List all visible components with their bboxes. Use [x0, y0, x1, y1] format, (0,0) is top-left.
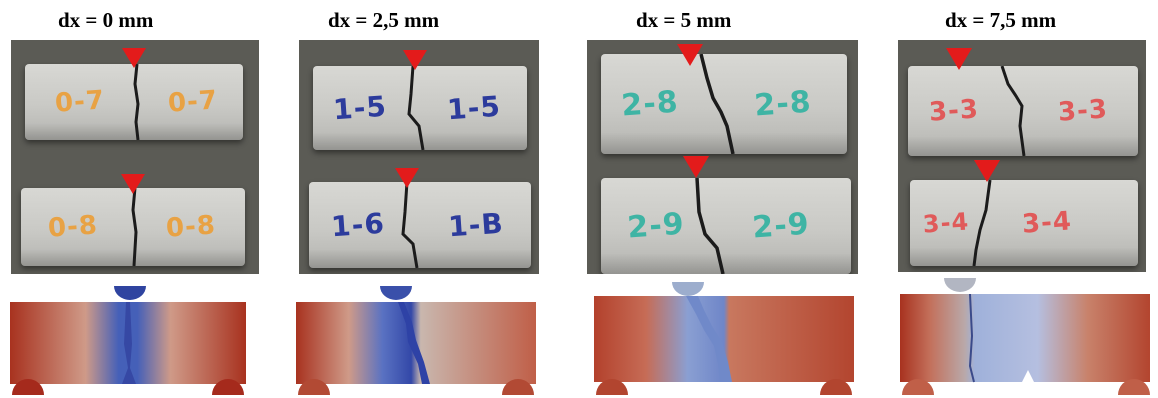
loader-icon: [114, 286, 146, 300]
support-icon: [596, 379, 628, 395]
load-marker-icon: [946, 48, 972, 70]
loader-icon: [672, 282, 704, 296]
simulation-beam-dx-5: [594, 282, 854, 395]
simulation-beam-dx-2-5: [296, 286, 536, 395]
load-marker-icon: [683, 156, 709, 178]
support-icon: [212, 379, 244, 395]
support-icon: [820, 379, 852, 395]
crack-line: [1000, 66, 1026, 156]
crack-line: [695, 178, 725, 274]
specimen-beam-top: 3-3 3-3: [908, 66, 1138, 156]
specimen-beam-top: 1-5 1-5: [313, 66, 527, 150]
load-marker-icon: [677, 44, 703, 66]
specimen-beam-bottom: 1-6 1-B: [309, 182, 531, 268]
crack-line: [401, 182, 419, 268]
loader-icon: [944, 278, 976, 292]
loader-icon: [380, 286, 412, 300]
simulation-beam-dx-0: [10, 286, 246, 395]
specimen-photo-dx-2-5: 1-5 1-5 1-6 1-B: [299, 40, 539, 274]
support-icon: [902, 379, 934, 395]
crack-line: [699, 54, 735, 154]
specimen-photo-dx-7-5: 3-3 3-3 3-4 3-4: [898, 40, 1146, 272]
support-icon: [1118, 379, 1150, 395]
simulation-beam-dx-7-5: [900, 278, 1150, 395]
specimen-beam-bottom: 3-4 3-4: [910, 180, 1138, 266]
crack-line: [407, 66, 425, 150]
load-marker-icon: [395, 168, 419, 188]
support-icon: [298, 379, 330, 395]
specimen-beam-top: 2-8 2-8: [601, 54, 847, 154]
support-icon: [502, 379, 534, 395]
support-icon: [12, 379, 44, 395]
specimen-photo-dx-0: 0-7 0-7 0-8 0-8: [11, 40, 259, 274]
load-marker-icon: [121, 174, 145, 194]
specimen-photo-dx-5: 2-8 2-8 2-9 2-9: [587, 40, 858, 274]
load-marker-icon: [403, 50, 427, 70]
load-marker-icon: [122, 48, 146, 68]
crack-line: [133, 64, 140, 140]
crack-line: [131, 188, 138, 266]
specimen-beam-top: 0-7 0-7: [25, 64, 243, 140]
crack-line: [972, 180, 992, 266]
panel-label-dx-7-5: dx = 7,5 mm: [945, 8, 1057, 32]
load-marker-icon: [974, 160, 1000, 182]
specimen-beam-bottom: 0-8 0-8: [21, 188, 245, 266]
panel-label-dx-2-5: dx = 2,5 mm: [328, 8, 440, 32]
specimen-beam-bottom: 2-9 2-9: [601, 178, 851, 274]
panel-label-dx-5: dx = 5 mm: [636, 8, 732, 32]
panel-label-dx-0: dx = 0 mm: [58, 8, 154, 32]
